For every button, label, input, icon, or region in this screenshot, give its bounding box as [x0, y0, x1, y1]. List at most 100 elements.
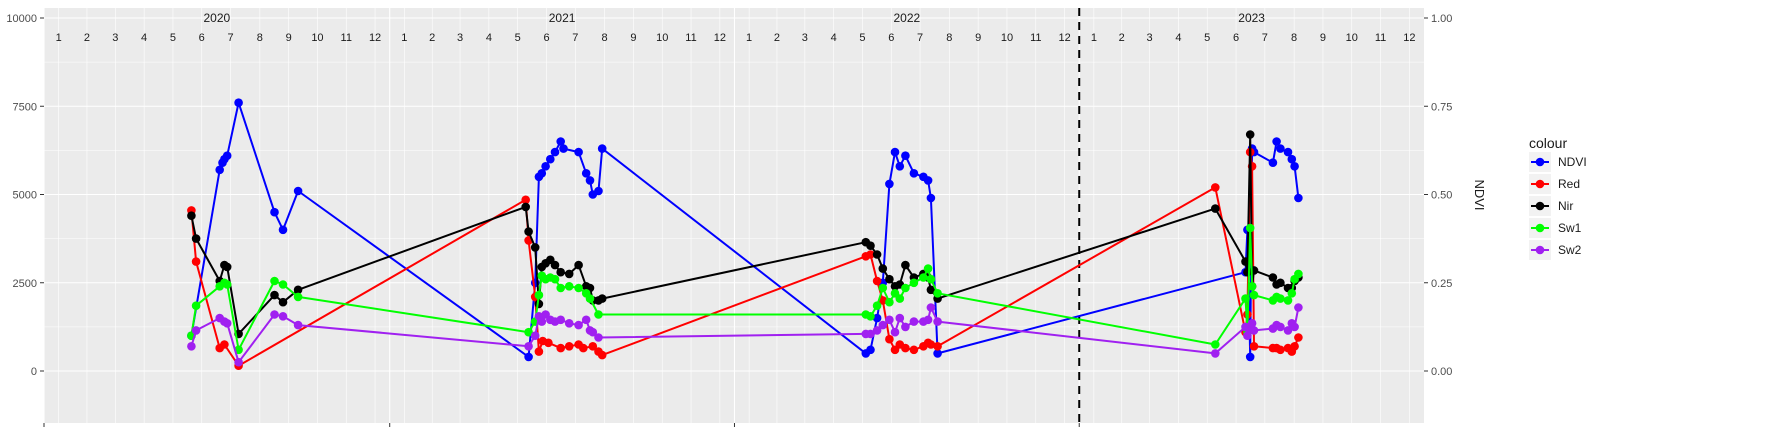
data-point-red — [1211, 183, 1220, 192]
legend-title: colour — [1529, 135, 1567, 151]
data-point-nir — [1241, 257, 1250, 266]
data-point-nir — [270, 290, 279, 300]
data-point-red — [564, 342, 574, 351]
data-point-nir — [597, 294, 607, 303]
legend-item-nir: Nir — [1529, 196, 1573, 216]
y-tick-label: 0 — [31, 366, 37, 378]
data-point-nir — [926, 285, 936, 295]
month-label: 4 — [486, 32, 492, 44]
y2-tick-label: 0.75 — [1431, 101, 1452, 113]
data-point-sw2 — [885, 315, 894, 325]
data-point-sw2 — [923, 315, 933, 325]
data-point-sw1 — [524, 327, 533, 337]
month-label: 2 — [774, 32, 780, 44]
y2-tick-label: 0.25 — [1431, 278, 1452, 290]
month-label: 5 — [1204, 32, 1210, 44]
data-point-ndvi — [594, 186, 603, 196]
y-tick-label: 5000 — [13, 190, 37, 202]
data-point-sw2 — [1294, 303, 1303, 312]
data-point-sw1 — [1211, 340, 1220, 349]
data-point-sw1 — [895, 294, 905, 303]
data-point-red — [544, 338, 553, 348]
legend-items: NDVI Red Nir Sw1 Sw2 — [1529, 152, 1587, 260]
data-point-ndvi — [926, 193, 936, 203]
month-label: 5 — [170, 32, 176, 44]
month-label: 1 — [56, 32, 62, 44]
series-sw2 — [187, 303, 1303, 367]
month-label: 10 — [1346, 32, 1358, 44]
data-point-ndvi — [1245, 352, 1255, 362]
data-point-ndvi — [278, 225, 288, 235]
legend-item-ndvi: NDVI — [1529, 152, 1587, 172]
month-label: 4 — [1175, 32, 1181, 44]
data-point-sw1 — [1241, 294, 1250, 303]
data-point-red — [1294, 333, 1303, 342]
data-point-ndvi — [872, 313, 882, 323]
data-point-sw2 — [1243, 331, 1252, 341]
data-point-red — [933, 342, 942, 351]
data-point-nir — [278, 297, 288, 307]
legend-key-point — [1535, 179, 1545, 189]
data-point-nir — [901, 260, 910, 270]
data-point-sw2 — [890, 327, 900, 337]
data-point-red — [926, 340, 936, 349]
data-point-red — [1290, 342, 1299, 351]
data-point-sw1 — [270, 276, 279, 286]
data-point-red — [901, 343, 910, 353]
data-point-sw2 — [878, 320, 888, 330]
data-point-red — [521, 195, 530, 205]
y2-tick-label: 0.50 — [1431, 190, 1452, 202]
data-point-red — [866, 250, 875, 259]
month-label: 3 — [457, 32, 463, 44]
legend-label: Nir — [1558, 199, 1573, 213]
month-label: 3 — [802, 32, 808, 44]
data-point-sw2 — [270, 310, 279, 319]
data-point-sw2 — [901, 322, 910, 332]
data-point-ndvi — [581, 169, 591, 178]
data-point-ndvi — [933, 349, 942, 358]
data-point-red — [878, 296, 888, 305]
legend-item-red: Red — [1529, 174, 1580, 194]
data-point-sw2 — [278, 312, 288, 321]
month-label: 2 — [429, 32, 435, 44]
data-point-sw1 — [919, 273, 928, 282]
data-point-sw1 — [293, 292, 303, 302]
data-point-ndvi — [293, 186, 303, 196]
data-point-sw2 — [872, 326, 882, 335]
data-point-sw1 — [1276, 294, 1285, 303]
month-label: 8 — [1291, 32, 1297, 44]
month-label: 4 — [831, 32, 837, 44]
data-point-ndvi — [1276, 144, 1285, 153]
data-point-red — [872, 276, 882, 286]
data-point-ndvi — [890, 147, 900, 157]
data-point-nir — [550, 260, 560, 270]
data-point-nir — [530, 243, 540, 252]
data-point-sw1 — [901, 283, 910, 293]
month-label: 10 — [1001, 32, 1013, 44]
month-label: 1 — [746, 32, 752, 44]
data-point-ndvi — [270, 207, 279, 217]
data-point-sw2 — [187, 342, 196, 351]
data-point-sw1 — [1294, 269, 1303, 279]
series-sw1 — [187, 223, 1303, 355]
data-point-sw1 — [933, 289, 942, 298]
data-point-nir — [521, 202, 530, 212]
data-point-ndvi — [866, 345, 875, 355]
data-point-sw1 — [556, 283, 565, 293]
month-label: 11 — [1375, 32, 1386, 44]
legend-key-point — [1535, 201, 1545, 211]
month-label: 6 — [543, 32, 549, 44]
data-point-ndvi — [1290, 162, 1299, 171]
data-point-nir — [293, 285, 303, 295]
data-point-ndvi — [524, 352, 533, 362]
data-point-nir — [524, 227, 533, 236]
data-point-sw2 — [556, 315, 565, 325]
legend-key-point — [1535, 157, 1545, 167]
data-point-ndvi — [1272, 137, 1281, 146]
month-label: 9 — [1320, 32, 1326, 44]
data-point-sw1 — [191, 301, 201, 311]
data-point-sw1 — [594, 310, 603, 319]
data-point-sw1 — [1245, 223, 1255, 233]
data-point-nir — [872, 250, 882, 259]
data-point-red — [909, 345, 919, 355]
